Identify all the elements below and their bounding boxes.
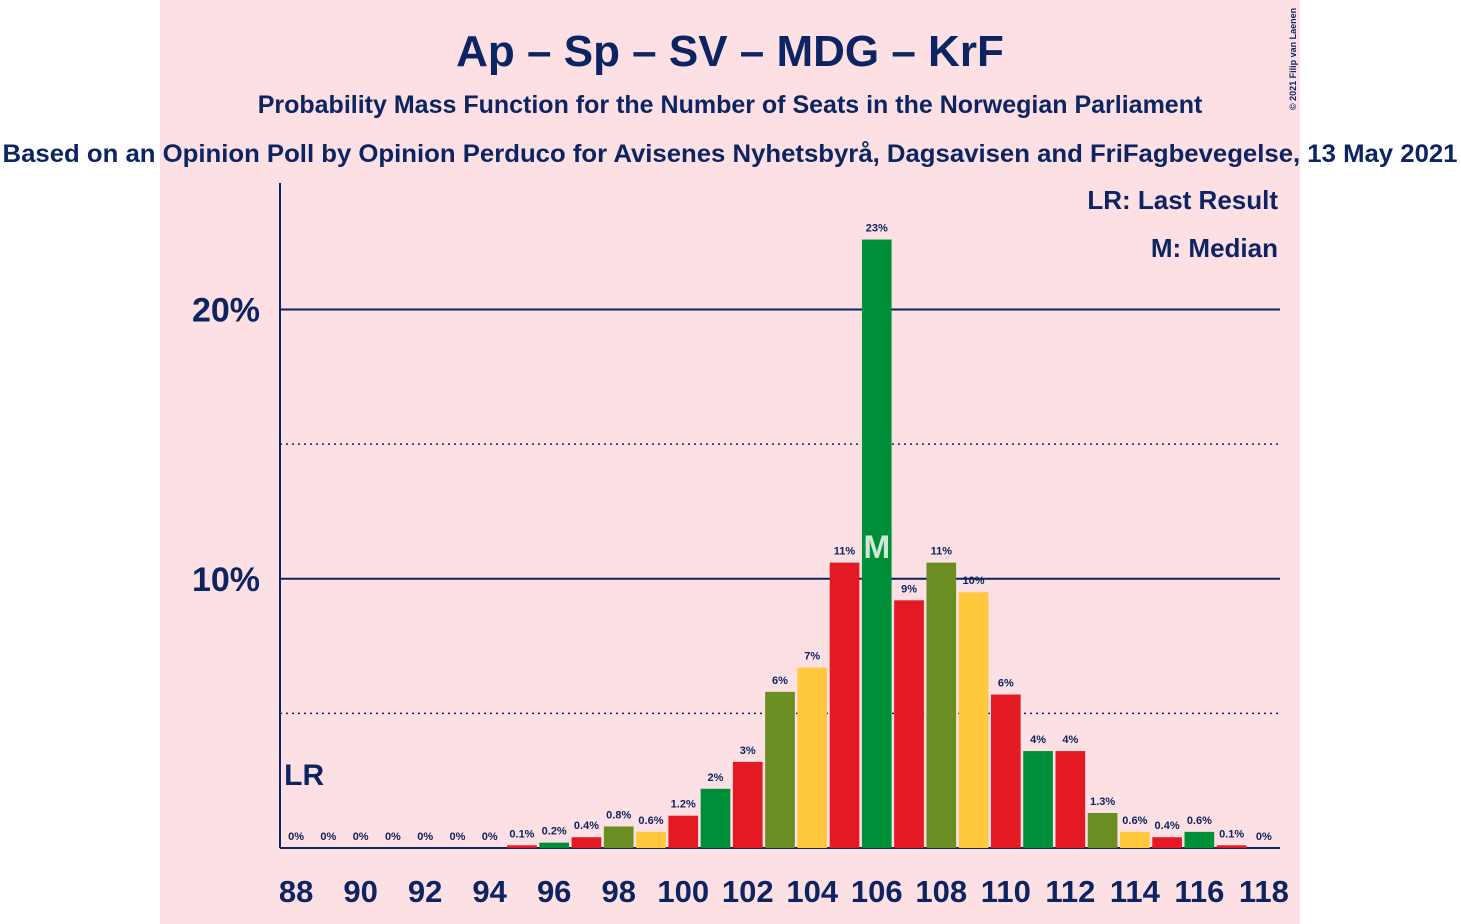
value-label: 0% (320, 831, 336, 843)
bar (765, 691, 795, 848)
value-label: 0% (288, 831, 304, 843)
legend-entry: LR: Last Result (1087, 185, 1278, 215)
value-label: 0.6% (1122, 815, 1147, 827)
x-tick-label: 114 (1110, 874, 1161, 909)
value-label: 0.4% (1155, 820, 1180, 832)
value-label: 11% (834, 546, 856, 558)
bar (1184, 831, 1215, 848)
chart-background (160, 0, 1300, 924)
value-label: 0% (482, 831, 498, 843)
bar (571, 837, 602, 848)
value-label: 0.8% (606, 809, 631, 821)
x-tick-label: 112 (1045, 874, 1095, 909)
bar (1216, 845, 1247, 848)
value-label: 3% (740, 745, 756, 757)
value-label: 0.6% (638, 815, 663, 827)
bar (636, 831, 666, 848)
bar (990, 694, 1021, 848)
value-label: 0.2% (542, 826, 567, 838)
x-tick-label: 100 (657, 874, 709, 909)
median-marker: M (863, 529, 890, 565)
value-label: 1.3% (1090, 796, 1115, 808)
bar (797, 667, 828, 848)
value-label: 23% (866, 223, 888, 235)
x-tick-label: 94 (472, 874, 507, 909)
value-label: 1.2% (671, 799, 696, 811)
chart-source: Based on an Opinion Poll by Opinion Perd… (3, 140, 1458, 168)
bar (1087, 813, 1118, 848)
bar (700, 788, 731, 848)
bar (539, 842, 570, 848)
value-label: 0% (449, 831, 465, 843)
value-label: 0.1% (1219, 828, 1244, 840)
value-label: 0.4% (574, 820, 599, 832)
x-tick-label: 90 (343, 874, 377, 909)
x-tick-label: 88 (279, 874, 313, 909)
x-tick-label: 92 (408, 874, 442, 909)
bar (1055, 751, 1086, 848)
x-tick-label: 110 (981, 874, 1031, 909)
value-label: 0.1% (509, 828, 534, 840)
value-label: 4% (1030, 734, 1046, 746)
copyright: © 2021 Filip van Laenen (1288, 8, 1298, 110)
bar (1152, 837, 1182, 848)
y-tick-label: 10% (192, 561, 260, 599)
value-label: 4% (1062, 734, 1078, 746)
x-tick-label: 104 (786, 874, 838, 909)
value-label: 6% (772, 675, 788, 687)
bar (603, 826, 634, 848)
value-label: 0% (353, 831, 369, 843)
bar (1023, 751, 1053, 848)
bar (926, 562, 957, 848)
value-label: 9% (901, 583, 917, 595)
value-label: 0% (417, 831, 433, 843)
x-tick-label: 118 (1239, 874, 1289, 909)
chart-subtitle: Probability Mass Function for the Number… (258, 91, 1203, 119)
bar (1120, 831, 1150, 848)
bar (668, 815, 699, 848)
y-tick-label: 20% (192, 292, 260, 330)
bar (829, 562, 860, 848)
bar (507, 845, 537, 848)
bar (861, 239, 892, 849)
value-label: 0% (1256, 831, 1272, 843)
x-tick-label: 96 (537, 874, 571, 909)
value-label: 11% (931, 546, 953, 558)
x-tick-label: 98 (601, 874, 635, 909)
x-tick-label: 108 (915, 874, 967, 909)
chart-title: Ap – Sp – SV – MDG – KrF (456, 27, 1004, 76)
value-label: 7% (804, 651, 820, 663)
value-label: 10% (963, 575, 985, 587)
value-label: 6% (998, 678, 1014, 690)
x-tick-label: 102 (722, 874, 774, 909)
x-tick-label: 106 (851, 874, 903, 909)
legend-entry: M: Median (1151, 233, 1278, 263)
bar (894, 600, 924, 848)
value-label: 2% (708, 772, 724, 784)
bar (732, 761, 763, 848)
value-label: 0% (385, 831, 401, 843)
bar (958, 592, 989, 848)
x-tick-label: 116 (1174, 874, 1224, 909)
last-result-marker: LR (284, 759, 324, 792)
value-label: 0.6% (1187, 815, 1212, 827)
